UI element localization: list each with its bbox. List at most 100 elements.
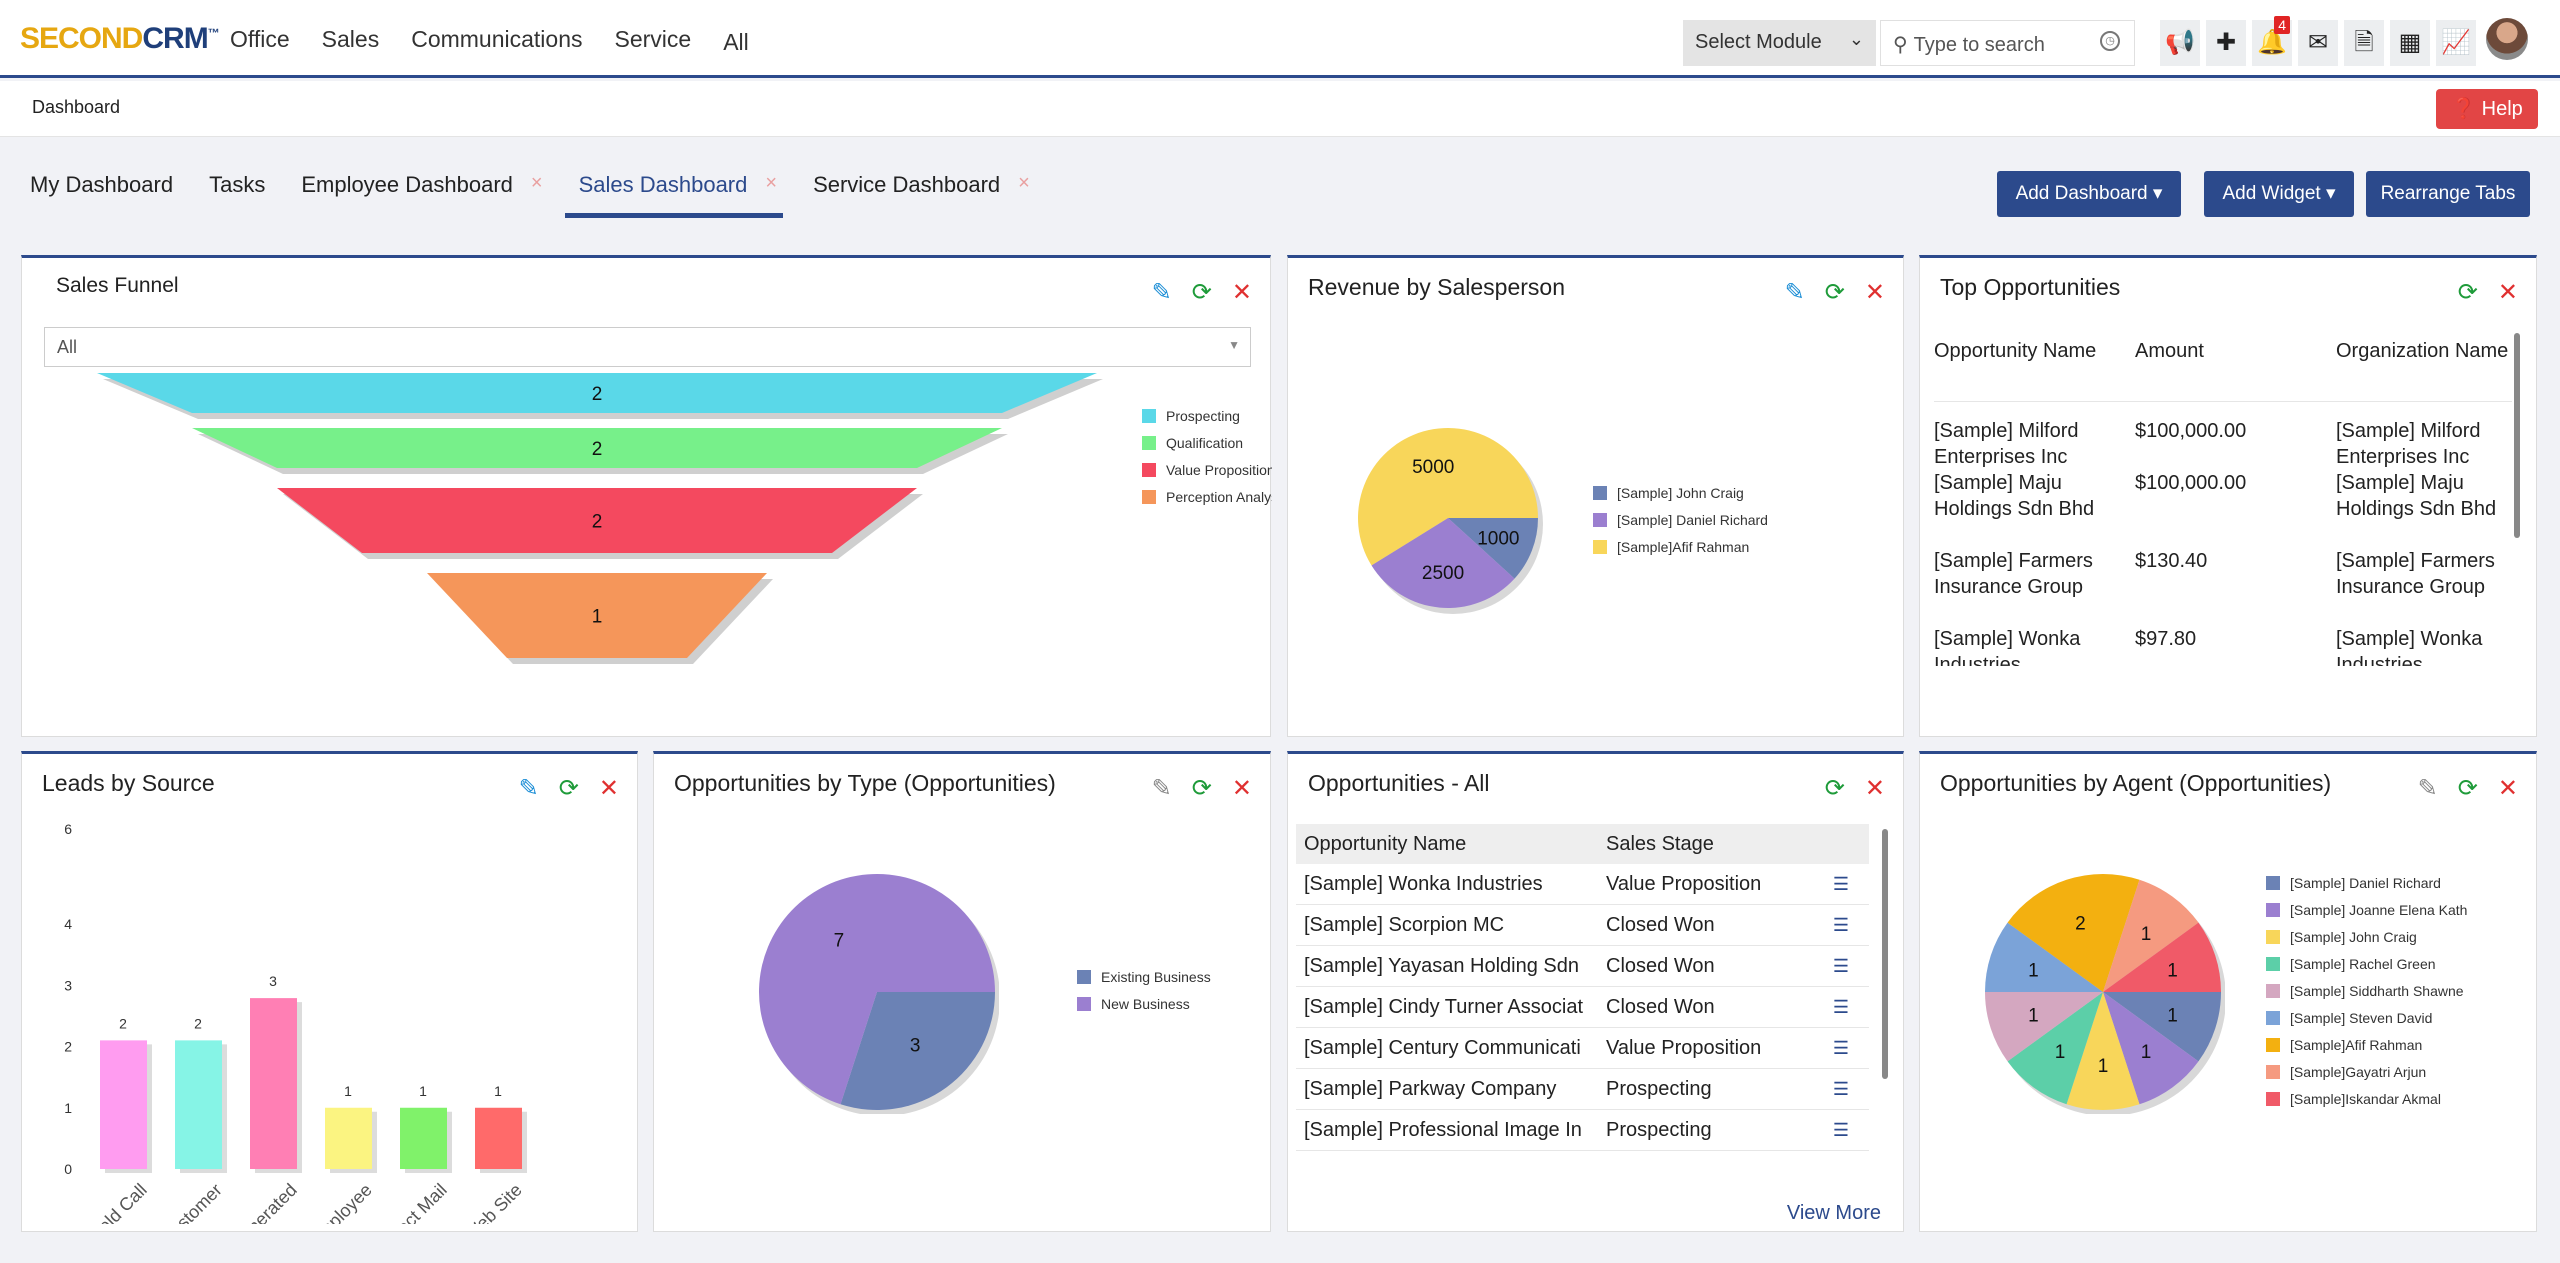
refresh-icon[interactable]: ⟳ (1191, 279, 1212, 306)
close-icon[interactable]: ✕ (1864, 279, 1885, 306)
cell-name[interactable]: [Sample] Century Communicati (1304, 1036, 1581, 1059)
cell-name[interactable]: [Sample] Scorpion MC (1304, 913, 1505, 936)
clock-icon[interactable]: ◷ (2100, 31, 2120, 51)
refresh-icon[interactable]: ⟳ (2457, 775, 2478, 802)
cell-organization[interactable]: [Sample] Farmers Insurance Group (2336, 550, 2495, 598)
list-icon[interactable]: ☰ (1832, 955, 1850, 976)
mail-icon[interactable]: ✉ (2298, 20, 2338, 66)
list-icon[interactable]: ☰ (1832, 1037, 1850, 1058)
cell-name[interactable]: [Sample] Parkway Company (1304, 1077, 1557, 1100)
legend-item[interactable]: [Sample] Daniel Richard (1593, 507, 1768, 534)
close-icon[interactable]: ✕ (598, 775, 619, 802)
refresh-icon[interactable]: ⟳ (1191, 775, 1212, 802)
list-icon[interactable]: ☰ (1832, 914, 1850, 935)
legend-item[interactable]: Existing Business (1077, 964, 1211, 991)
document-icon[interactable]: 🗎 (2344, 20, 2384, 66)
edit-icon[interactable]: ✎ (518, 775, 539, 802)
refresh-icon[interactable]: ⟳ (2457, 279, 2478, 306)
table-row[interactable]: [Sample] Century Communicati Value Propos… (1296, 1028, 1869, 1069)
cell-name[interactable]: [Sample] Yayasan Holding Sdn (1304, 954, 1579, 977)
cell-name[interactable]: [Sample] Wonka Industries (1304, 872, 1543, 895)
view-more-link[interactable]: View More (1786, 1202, 1881, 1224)
close-icon[interactable]: ✕ (1231, 279, 1252, 306)
refresh-icon[interactable]: ⟳ (558, 775, 579, 802)
legend-item[interactable]: [Sample] John Craig (1593, 480, 1768, 507)
list-icon[interactable]: ☰ (1832, 873, 1850, 894)
table-row[interactable]: [Sample] Professional Image In Prospectin… (1296, 1110, 1869, 1151)
cell-name[interactable]: [Sample] Professional Image In (1304, 1118, 1582, 1141)
cell-opportunity[interactable]: [Sample] Farmers Insurance Group (1934, 550, 2093, 598)
add-widget-button[interactable]: Add Widget ▾ (2204, 171, 2354, 217)
help-button[interactable]: ❓ Help (2436, 89, 2538, 129)
legend-item[interactable]: [Sample]Afif Rahman (1593, 534, 1768, 561)
legend-item[interactable]: [Sample] Siddharth Shawne (2266, 978, 2467, 1005)
cell-opportunity[interactable]: [Sample] Milford Enterprises Inc (1934, 420, 2079, 468)
nav-sales[interactable]: Sales (321, 26, 380, 52)
breadcrumb[interactable]: Dashboard (32, 97, 121, 117)
legend-item[interactable]: [Sample] Steven David (2266, 1005, 2467, 1032)
tab-sales-dashboard[interactable]: Sales Dashboard × (564, 170, 784, 218)
avatar[interactable] (2486, 18, 2528, 60)
edit-icon[interactable]: ✎ (1151, 775, 1172, 802)
calendar-icon[interactable]: ▦ (2390, 20, 2430, 66)
legend-item[interactable]: [Sample] Rachel Green (2266, 951, 2467, 978)
refresh-icon[interactable]: ⟳ (1824, 279, 1845, 306)
legend-item[interactable]: [Sample]Afif Rahman (2266, 1032, 2467, 1059)
edit-icon[interactable]: ✎ (2417, 775, 2438, 802)
tab-service-dashboard[interactable]: Service Dashboard × (813, 170, 1030, 218)
legend-item[interactable]: Prospecting (1142, 403, 1272, 430)
plus-icon[interactable]: ✚ (2206, 20, 2246, 66)
bell-icon[interactable]: 🔔 4 (2252, 16, 2292, 66)
megaphone-icon[interactable]: 📢 (2160, 20, 2200, 66)
add-dashboard-button[interactable]: Add Dashboard ▾ (1997, 171, 2181, 217)
close-icon[interactable]: ✕ (1864, 775, 1885, 802)
table-row[interactable]: [Sample] Yayasan Holding Sdn Closed Won ☰ (1296, 946, 1869, 987)
cell-name[interactable]: [Sample] Cindy Turner Associat (1304, 995, 1584, 1018)
legend-item[interactable]: [Sample] John Craig (2266, 924, 2467, 951)
edit-icon[interactable]: ✎ (1784, 279, 1805, 306)
legend-item[interactable]: [Sample] Daniel Richard (2266, 870, 2467, 897)
scrollbar[interactable] (2514, 333, 2520, 538)
nav-office[interactable]: Office (230, 26, 290, 52)
nav-service[interactable]: Service (614, 26, 692, 52)
legend-item[interactable]: [Sample]Gayatri Arjun (2266, 1059, 2467, 1086)
module-select[interactable]: Select Module ⌄ (1683, 20, 1876, 66)
close-icon[interactable]: ✕ (2497, 279, 2518, 306)
refresh-icon[interactable]: ⟳ (1824, 775, 1845, 802)
edit-icon[interactable]: ✎ (1151, 279, 1172, 306)
cell-opportunity[interactable]: [Sample] Maju Holdings Sdn Bhd (1934, 472, 2095, 520)
funnel-filter-select[interactable]: All ▼ (44, 327, 1251, 367)
nav-all[interactable]: All (723, 29, 749, 55)
table-row[interactable]: [Sample] Cindy Turner Associat Closed Won… (1296, 987, 1869, 1028)
legend-item[interactable]: Perception Analysis (1142, 484, 1272, 511)
list-icon[interactable]: ☰ (1832, 1078, 1850, 1099)
table-row[interactable]: [Sample] Scorpion MC Closed Won ☰ (1296, 905, 1869, 946)
cell-organization[interactable]: [Sample] Wonka Industries (2336, 628, 2483, 666)
legend-item[interactable]: [Sample] Joanne Elena Kath (2266, 897, 2467, 924)
close-icon[interactable]: × (1018, 172, 1030, 194)
legend-item[interactable]: Qualification (1142, 430, 1272, 457)
tab-my-dashboard[interactable]: My Dashboard (30, 170, 173, 218)
legend-item[interactable]: Value Proposition (1142, 457, 1272, 484)
table-row[interactable]: [Sample] Parkway Company Prospecting ☰ (1296, 1069, 1869, 1110)
table-row[interactable]: [Sample] Wonka Industries Value Propositi… (1296, 864, 1869, 905)
legend-item[interactable]: New Business (1077, 991, 1211, 1018)
nav-communications[interactable]: Communications (411, 26, 583, 52)
cell-organization[interactable]: [Sample] Milford Enterprises Inc (2336, 420, 2481, 468)
chart-icon[interactable]: 📈 (2436, 20, 2476, 66)
legend-item[interactable]: [Sample]Iskandar Akmal (2266, 1086, 2467, 1113)
cell-organization[interactable]: [Sample] Maju Holdings Sdn Bhd (2336, 472, 2497, 520)
cell-opportunity[interactable]: [Sample] Wonka Industries (1934, 628, 2081, 666)
scrollbar[interactable] (1882, 829, 1888, 1079)
search-input[interactable]: ⚲ Type to search ◷ (1880, 20, 2135, 66)
close-icon[interactable]: × (765, 172, 778, 194)
list-icon[interactable]: ☰ (1832, 1119, 1850, 1140)
brand-logo[interactable]: SECONDCRM™ (20, 22, 220, 56)
tab-employee-dashboard[interactable]: Employee Dashboard × (301, 170, 542, 218)
close-icon[interactable]: ✕ (1231, 775, 1252, 802)
close-icon[interactable]: × (530, 172, 543, 194)
close-icon[interactable]: ✕ (2497, 775, 2518, 802)
rearrange-tabs-button[interactable]: Rearrange Tabs (2366, 171, 2530, 217)
list-icon[interactable]: ☰ (1832, 996, 1850, 1017)
tab-tasks[interactable]: Tasks (209, 170, 265, 218)
